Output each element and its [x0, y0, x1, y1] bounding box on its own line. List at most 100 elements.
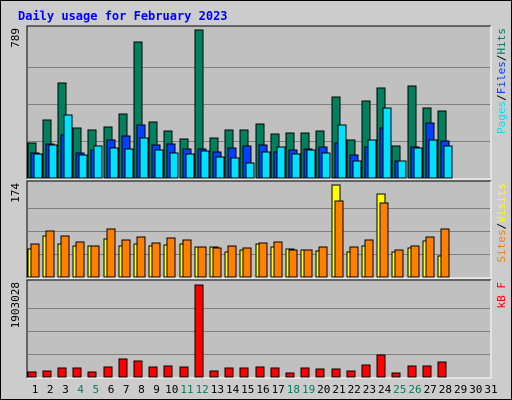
- bar-sites-day-20: [318, 246, 328, 278]
- day-tick-label: 19: [302, 383, 315, 396]
- bar-kbytes-day-27: [422, 365, 432, 378]
- bar-kbytes-day-13: [209, 370, 219, 378]
- bar-pages-day-19: [306, 149, 316, 179]
- legend-part: kB F: [495, 282, 508, 309]
- bar-kbytes-day-4: [72, 367, 82, 378]
- bar-pages-day-13: [215, 156, 225, 179]
- bar-sites-day-3: [60, 235, 70, 278]
- day-tick-label: 2: [47, 383, 54, 396]
- bar-sites-day-5: [90, 245, 100, 278]
- bar-kbytes-day-14: [224, 367, 234, 378]
- side-legend: Pages/Files/Hits: [495, 28, 508, 134]
- bar-sites-day-8: [136, 236, 146, 278]
- bar-kbytes-day-8: [133, 360, 143, 378]
- bar-pages-day-9: [154, 149, 164, 179]
- bar-sites-day-9: [151, 242, 161, 278]
- legend-part: /: [495, 94, 508, 101]
- y-max-label: 174: [9, 183, 22, 203]
- panel-kbytes: 1903028 kB F: [9, 279, 508, 379]
- bar-kbytes-day-10: [163, 365, 173, 378]
- bar-pages-day-15: [245, 162, 255, 179]
- bar-sites-day-11: [182, 239, 192, 278]
- bar-pages-day-26: [413, 147, 423, 179]
- bar-kbytes-day-28: [437, 361, 447, 378]
- day-tick-label: 30: [469, 383, 482, 396]
- day-tick-label: 15: [241, 383, 254, 396]
- bar-kbytes-day-20: [315, 368, 325, 378]
- bar-kbytes-day-12: [194, 284, 204, 378]
- bar-pages-day-8: [139, 137, 149, 179]
- day-tick-label: 1: [32, 383, 39, 396]
- bar-kbytes-day-15: [239, 367, 249, 378]
- bar-pages-day-24: [382, 107, 392, 179]
- bar-kbytes-day-25: [391, 372, 401, 378]
- bar-sites-day-15: [242, 247, 252, 278]
- day-tick-label: 16: [256, 383, 269, 396]
- bar-kbytes-day-3: [57, 367, 67, 378]
- day-tick-label: 10: [165, 383, 178, 396]
- bar-sites-day-24: [379, 202, 389, 278]
- bar-pages-day-20: [321, 152, 331, 179]
- day-tick-label: 24: [378, 383, 392, 396]
- bar-sites-day-27: [425, 236, 435, 278]
- bar-kbytes-day-11: [179, 366, 189, 378]
- plot-border-light: [27, 181, 492, 279]
- day-tick-label: 8: [138, 383, 145, 396]
- bar-sites-day-19: [303, 249, 313, 278]
- bar-sites-day-25: [394, 249, 404, 278]
- day-tick-label: 25: [393, 383, 406, 396]
- bar-kbytes-day-23: [361, 364, 371, 378]
- day-tick-label: 20: [317, 383, 330, 396]
- legend-part: Sites: [495, 229, 508, 262]
- day-tick-label: 27: [424, 383, 437, 396]
- bar-pages-day-2: [48, 144, 58, 179]
- bar-sites-day-13: [212, 247, 222, 278]
- bar-kbytes-day-7: [118, 358, 128, 378]
- bar-pages-day-12: [200, 150, 210, 179]
- chart-title: Daily usage for February 2023: [18, 9, 228, 23]
- bar-kbytes-day-26: [407, 365, 417, 378]
- day-tick-label: 26: [408, 383, 421, 396]
- bar-sites-day-26: [410, 245, 420, 278]
- bar-kbytes-day-2: [42, 370, 52, 378]
- day-tick-label: 18: [287, 383, 300, 396]
- bar-kbytes-day-22: [346, 370, 356, 378]
- bar-pages-day-10: [169, 152, 179, 179]
- bar-kbytes-day-24: [376, 354, 386, 378]
- bar-pages-day-6: [109, 147, 119, 179]
- bar-kbytes-day-5: [87, 371, 97, 378]
- day-tick-label: 4: [77, 383, 84, 396]
- bar-kbytes-day-6: [103, 366, 113, 378]
- day-tick-label: 6: [108, 383, 115, 396]
- day-tick-label: 13: [211, 383, 224, 396]
- bar-pages-day-14: [230, 157, 240, 179]
- legend-part: /: [495, 223, 508, 230]
- y-max-label: 789: [9, 28, 22, 48]
- day-tick-label: 11: [180, 383, 193, 396]
- panel-visits-sites: 174 Sites/Visits: [9, 180, 508, 279]
- plot-border-dark: [26, 279, 491, 378]
- day-tick-label: 28: [439, 383, 452, 396]
- bar-sites-day-7: [121, 239, 131, 278]
- bar-pages-day-17: [276, 146, 286, 179]
- bar-kbytes-day-9: [148, 366, 158, 378]
- day-tick-label: 23: [363, 383, 376, 396]
- bar-pages-day-27: [428, 139, 438, 179]
- bar-pages-day-23: [367, 139, 377, 179]
- bar-sites-day-1: [30, 243, 40, 278]
- day-tick-label: 21: [332, 383, 345, 396]
- legend-part: Files: [495, 61, 508, 94]
- day-tick-label: 9: [153, 383, 160, 396]
- bar-sites-day-14: [227, 245, 237, 278]
- bar-pages-day-18: [291, 153, 301, 179]
- bar-sites-day-17: [273, 241, 283, 278]
- legend-part: Visits: [495, 183, 508, 223]
- bar-sites-day-10: [166, 237, 176, 278]
- bar-kbytes-day-17: [270, 367, 280, 378]
- day-tick-label: 3: [62, 383, 69, 396]
- bar-pages-day-28: [443, 145, 453, 179]
- bar-kbytes-day-18: [285, 372, 295, 378]
- bar-sites-day-22: [349, 246, 359, 278]
